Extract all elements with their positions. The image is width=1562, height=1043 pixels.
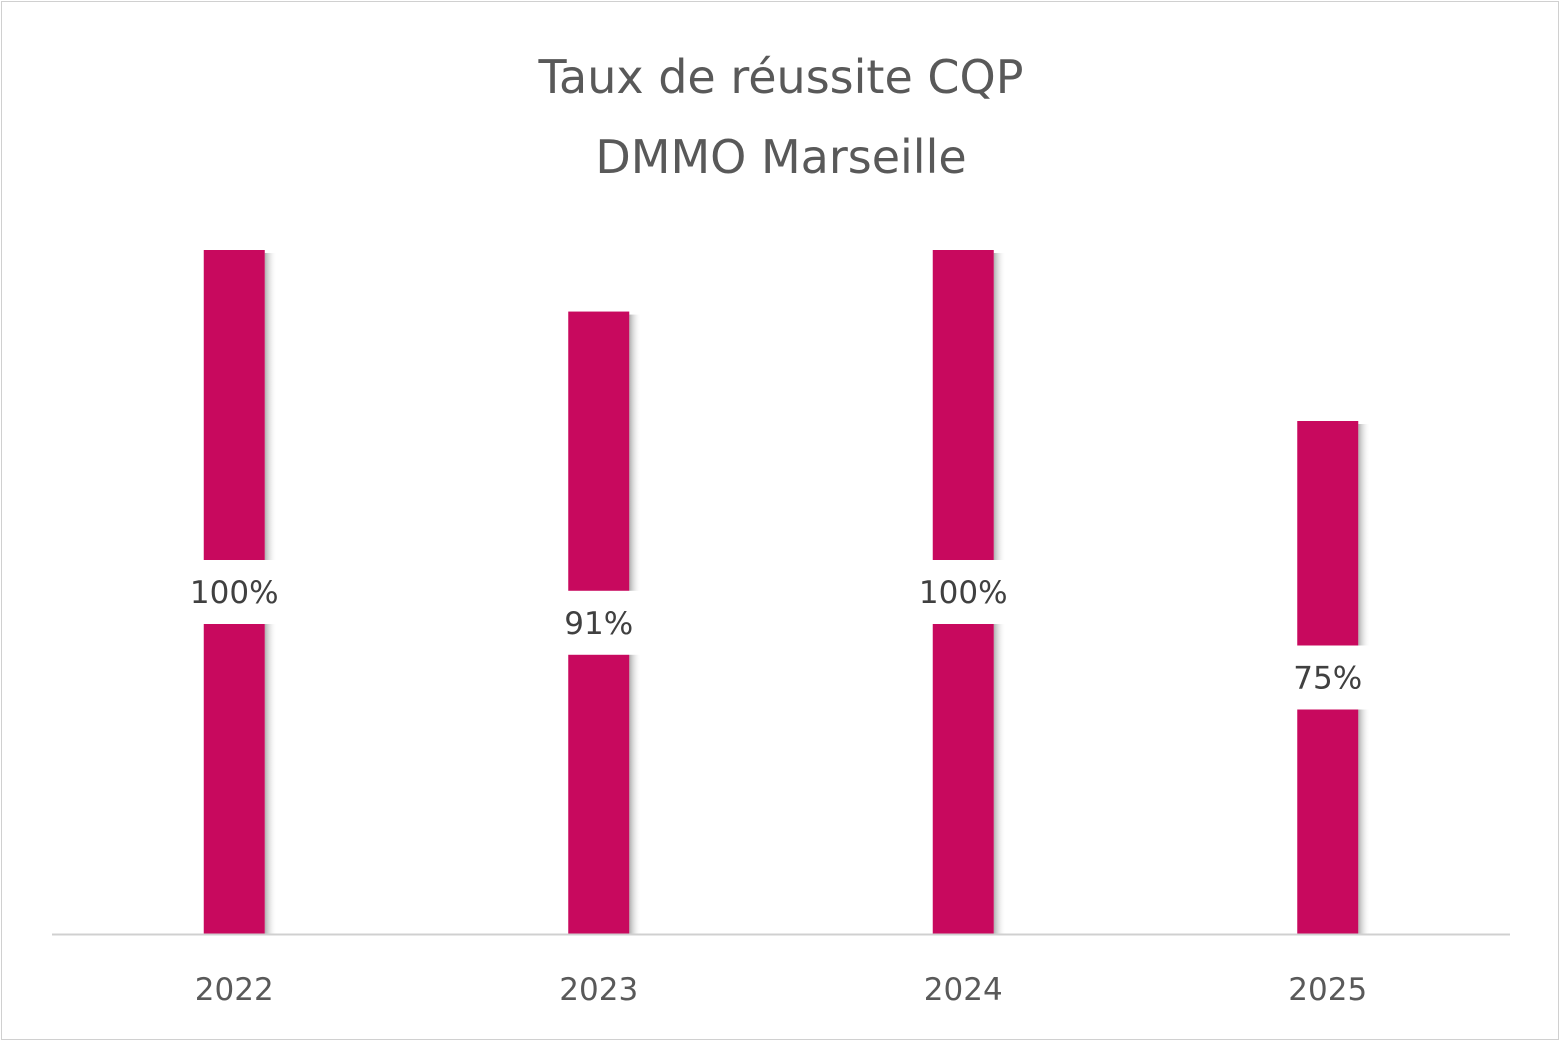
data-label: 100% xyxy=(919,575,1008,611)
x-tick-label: 2023 xyxy=(559,972,638,1008)
data-label-box xyxy=(1277,645,1378,710)
data-label: 100% xyxy=(190,575,279,611)
data-label: 91% xyxy=(564,606,633,642)
data-label-box xyxy=(913,560,1014,624)
chart-title-line-2: DMMO Marseille xyxy=(595,130,967,184)
data-label-box xyxy=(548,590,649,655)
x-tick-label: 2025 xyxy=(1288,972,1367,1008)
x-tick-label: 2022 xyxy=(195,972,274,1008)
x-tick-label: 2024 xyxy=(924,972,1003,1008)
chart-title-line-1: Taux de réussite CQP xyxy=(538,50,1024,104)
data-label-box xyxy=(184,560,285,624)
data-label: 75% xyxy=(1293,661,1362,697)
